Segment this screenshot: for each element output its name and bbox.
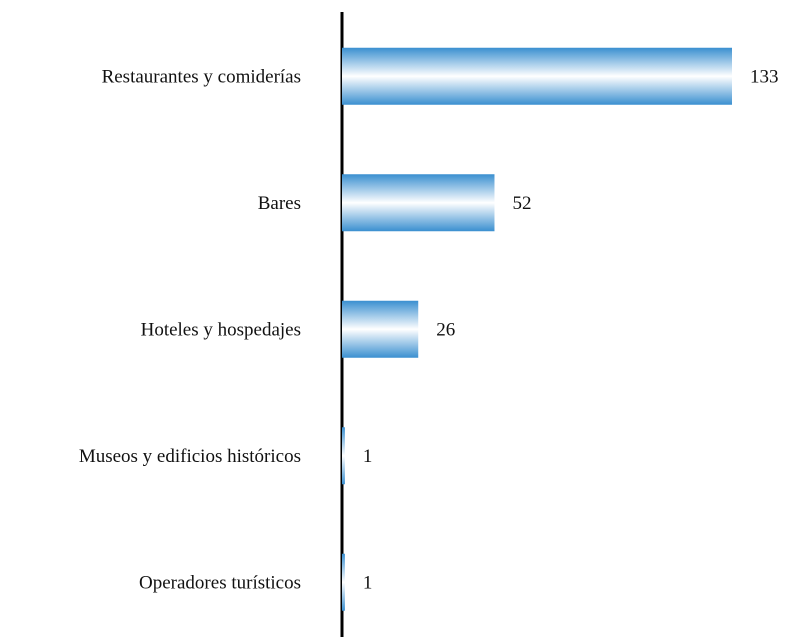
bar bbox=[342, 174, 495, 232]
value-label: 1 bbox=[363, 573, 373, 594]
bar bbox=[342, 553, 345, 611]
bar bbox=[342, 47, 732, 105]
category-label: Bares bbox=[258, 193, 301, 214]
bar bbox=[342, 300, 419, 358]
value-label: 1 bbox=[363, 446, 373, 467]
category-label: Hoteles y hospedajes bbox=[141, 320, 301, 341]
value-label: 133 bbox=[750, 67, 779, 88]
value-label: 52 bbox=[512, 193, 531, 214]
category-label: Restaurantes y comiderías bbox=[102, 67, 301, 88]
category-label: Operadores turísticos bbox=[139, 573, 301, 594]
value-label: 26 bbox=[436, 320, 455, 341]
category-label: Museos y edificios históricos bbox=[79, 446, 301, 467]
bar bbox=[342, 427, 345, 485]
